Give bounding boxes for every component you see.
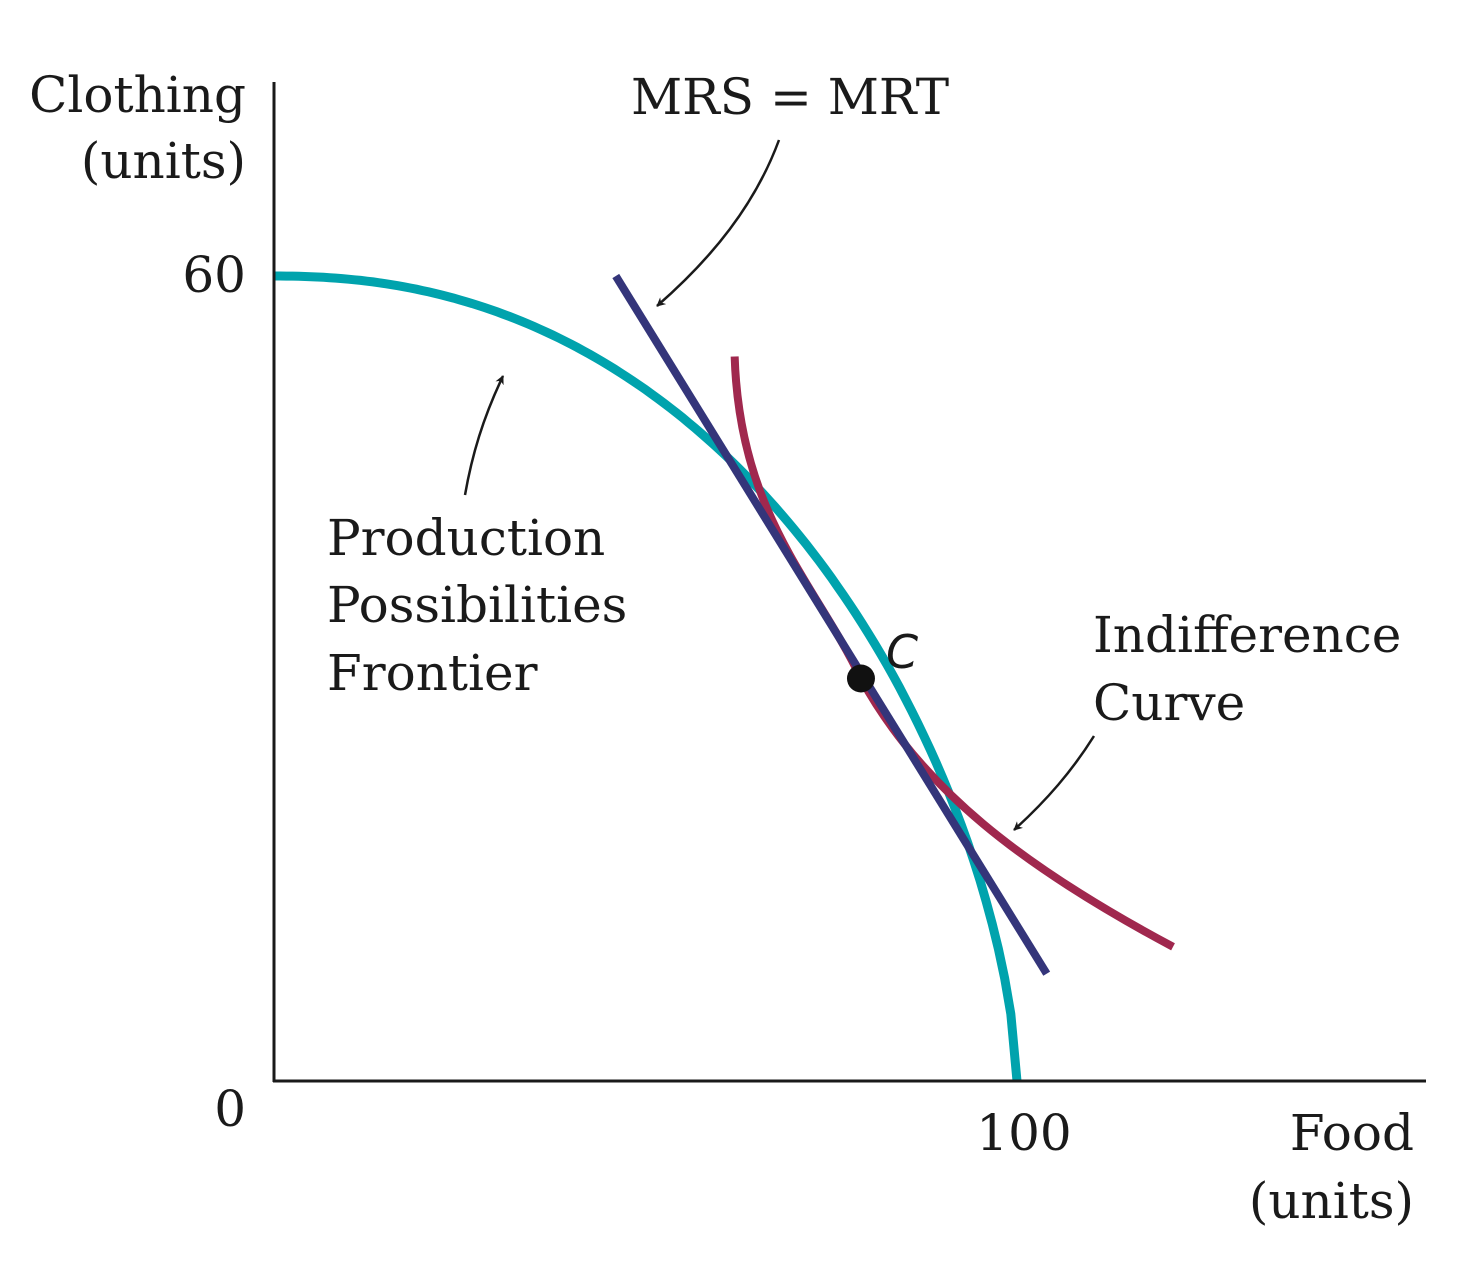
indifference-annotation-line2: Curve xyxy=(1093,674,1245,732)
ppf-curve xyxy=(274,271,1022,1082)
indifference-annotation-arrow xyxy=(1013,735,1096,831)
y-axis-label-line1: Clothing xyxy=(29,66,246,124)
tangent-annotation-arrow xyxy=(656,139,781,307)
y-axis-label-line2: (units) xyxy=(81,132,246,190)
mrs-mrt-line xyxy=(612,273,1051,976)
tangent-annotation: MRS = MRT xyxy=(631,68,949,126)
ppf-annotation-line1: Production xyxy=(327,509,605,567)
ppf-annotation-line2: Possibilities xyxy=(327,576,627,634)
indifference-annotation-line1: Indifference xyxy=(1093,606,1401,664)
x-axis-label-line2: (units) xyxy=(1249,1172,1414,1230)
y-tick-label: 60 xyxy=(182,246,246,304)
origin-label: 0 xyxy=(214,1080,246,1138)
ppf-annotation-arrow xyxy=(463,375,505,496)
x-axis-label-line1: Food xyxy=(1290,1104,1414,1162)
ppf-annotation-line3: Frontier xyxy=(327,644,538,702)
x-tick-label: 100 xyxy=(976,1104,1071,1162)
point-c xyxy=(846,664,875,693)
point-c-label: C xyxy=(886,625,918,679)
